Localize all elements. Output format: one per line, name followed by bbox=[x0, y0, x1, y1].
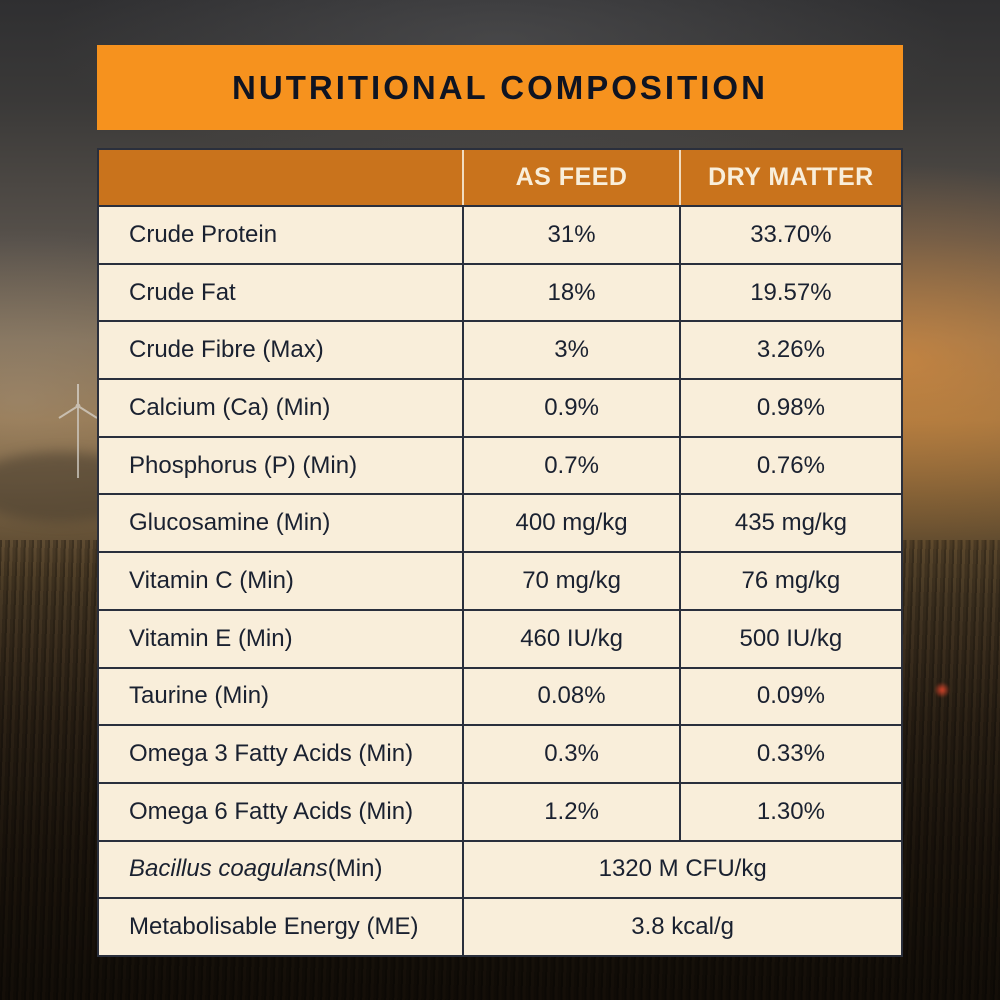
nutrient-label: Glucosamine (Min) bbox=[129, 509, 331, 537]
nutrition-panel: NUTRITIONAL COMPOSITION AS FEED DRY MATT… bbox=[97, 45, 903, 957]
nutrient-label: Calcium (Ca) (Min) bbox=[129, 393, 331, 421]
header-dry-matter: DRY MATTER bbox=[678, 150, 901, 205]
nutrient-label: Crude Fat bbox=[129, 278, 236, 306]
header-empty-cell bbox=[99, 150, 463, 205]
wind-turbine bbox=[56, 378, 100, 487]
dry-matter-value: 3.26% bbox=[678, 322, 901, 379]
nutrient-label-suffix: (Min) bbox=[327, 855, 383, 883]
table-row: Omega 6 Fatty Acids (Min) 1.2% 1.30% bbox=[99, 781, 901, 840]
nutrient-label: Omega 3 Fatty Acids (Min) bbox=[129, 740, 414, 768]
nutrient-label: Phosphorus (P) (Min) bbox=[129, 451, 358, 479]
dry-matter-value: 33.70% bbox=[678, 207, 901, 263]
table-row-span: Metabolisable Energy (ME) 3.8 kcal/g bbox=[99, 897, 901, 955]
nutrient-label: Vitamin C (Min) bbox=[129, 566, 294, 594]
nutrient-label: Bacillus coagulans (Min) bbox=[99, 842, 462, 898]
as-feed-value: 18% bbox=[462, 264, 679, 321]
nutrition-table: AS FEED DRY MATTER Crude Protein 31% 33.… bbox=[97, 148, 903, 957]
as-feed-value: 70 mg/kg bbox=[462, 553, 679, 609]
table-row-span: Bacillus coagulans (Min) 1320 M CFU/kg bbox=[99, 839, 901, 898]
table-row: Crude Fat 18% 19.57% bbox=[99, 262, 901, 321]
dry-matter-value: 0.09% bbox=[678, 668, 901, 725]
nutrient-label: Crude Fibre (Max) bbox=[129, 336, 324, 364]
nutrient-label: Metabolisable Energy (ME) bbox=[129, 913, 419, 941]
as-feed-value: 400 mg/kg bbox=[462, 495, 679, 552]
dry-matter-value: 19.57% bbox=[678, 264, 901, 321]
red-flower bbox=[934, 682, 950, 698]
dry-matter-value: 0.76% bbox=[678, 437, 901, 494]
dry-matter-value: 435 mg/kg bbox=[678, 495, 901, 552]
table-row: Crude Protein 31% 33.70% bbox=[99, 205, 901, 263]
page-title: NUTRITIONAL COMPOSITION bbox=[232, 68, 768, 106]
title-bar: NUTRITIONAL COMPOSITION bbox=[97, 45, 903, 130]
table-header-row: AS FEED DRY MATTER bbox=[99, 150, 901, 205]
combined-value: 1320 M CFU/kg bbox=[462, 841, 901, 898]
dry-matter-value: 500 IU/kg bbox=[678, 610, 901, 667]
as-feed-value: 3% bbox=[462, 322, 679, 379]
combined-value: 3.8 kcal/g bbox=[462, 899, 901, 955]
table-row: Phosphorus (P) (Min) 0.7% 0.76% bbox=[99, 435, 901, 494]
table-row: Taurine (Min) 0.08% 0.09% bbox=[99, 666, 901, 725]
as-feed-value: 0.9% bbox=[462, 380, 679, 436]
nutrient-label-italic: Bacillus coagulans bbox=[129, 855, 328, 883]
dry-matter-value: 0.98% bbox=[678, 380, 901, 436]
dry-matter-value: 1.30% bbox=[678, 783, 901, 840]
table-row: Glucosamine (Min) 400 mg/kg 435 mg/kg bbox=[99, 493, 901, 552]
as-feed-value: 0.08% bbox=[462, 668, 679, 725]
nutrient-label: Omega 6 Fatty Acids (Min) bbox=[129, 797, 414, 825]
as-feed-value: 31% bbox=[462, 207, 679, 263]
table-row: Vitamin E (Min) 460 IU/kg 500 IU/kg bbox=[99, 608, 901, 667]
table-row: Crude Fibre (Max) 3% 3.26% bbox=[99, 320, 901, 379]
table-row: Vitamin C (Min) 70 mg/kg 76 mg/kg bbox=[99, 551, 901, 609]
header-as-feed: AS FEED bbox=[462, 150, 679, 205]
as-feed-value: 0.3% bbox=[462, 726, 679, 782]
table-row: Omega 3 Fatty Acids (Min) 0.3% 0.33% bbox=[99, 724, 901, 782]
nutrient-label: Vitamin E (Min) bbox=[129, 624, 293, 652]
table-row: Calcium (Ca) (Min) 0.9% 0.98% bbox=[99, 378, 901, 436]
dry-matter-value: 0.33% bbox=[678, 726, 901, 782]
as-feed-value: 460 IU/kg bbox=[462, 610, 679, 667]
as-feed-value: 1.2% bbox=[462, 783, 679, 840]
nutrient-label: Taurine (Min) bbox=[129, 682, 270, 710]
dry-matter-value: 76 mg/kg bbox=[678, 553, 901, 609]
as-feed-value: 0.7% bbox=[462, 437, 679, 494]
nutrient-label: Crude Protein bbox=[129, 220, 278, 248]
